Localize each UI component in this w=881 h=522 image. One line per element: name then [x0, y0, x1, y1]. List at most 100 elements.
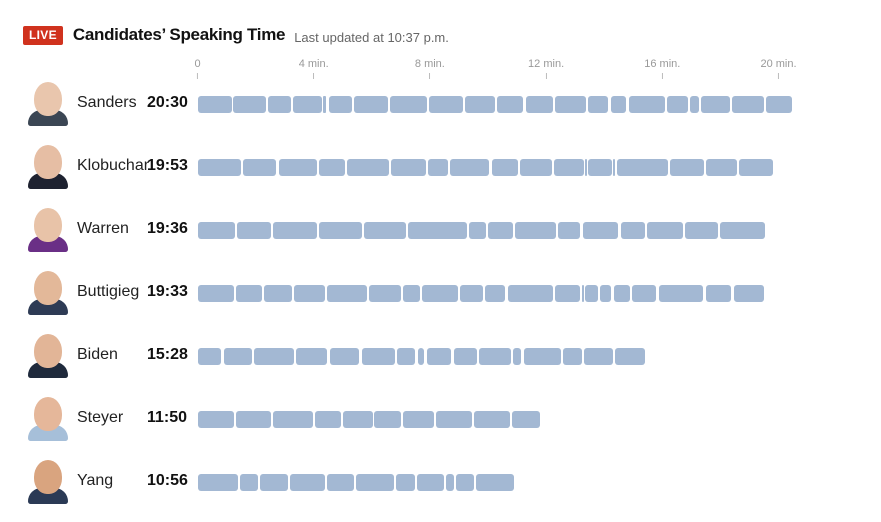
speaking-segment[interactable]	[395, 474, 416, 491]
speaking-segment[interactable]	[766, 96, 792, 113]
speaking-segment[interactable]	[585, 285, 599, 302]
speaking-segment[interactable]	[449, 159, 490, 176]
speaking-segment[interactable]	[243, 159, 276, 176]
speaking-segment[interactable]	[428, 159, 448, 176]
speaking-segment[interactable]	[555, 285, 581, 302]
speaking-segment[interactable]	[553, 159, 584, 176]
speaking-segment[interactable]	[361, 348, 396, 365]
speaking-segment[interactable]	[600, 285, 612, 302]
speaking-segment[interactable]	[426, 348, 452, 365]
speaking-segment[interactable]	[738, 159, 773, 176]
speaking-segment[interactable]	[582, 285, 585, 302]
speaking-segment[interactable]	[474, 411, 511, 428]
speaking-segment[interactable]	[720, 222, 766, 239]
speaking-segment[interactable]	[318, 159, 346, 176]
speaking-segment[interactable]	[492, 159, 518, 176]
speaking-segment[interactable]	[322, 96, 326, 113]
speaking-segment[interactable]	[515, 222, 556, 239]
speaking-segment[interactable]	[706, 285, 732, 302]
speaking-segment[interactable]	[632, 285, 656, 302]
speaking-segment[interactable]	[555, 96, 587, 113]
speaking-segment[interactable]	[293, 285, 326, 302]
speaking-segment[interactable]	[700, 96, 730, 113]
speaking-segment[interactable]	[314, 411, 341, 428]
speaking-segment[interactable]	[237, 222, 271, 239]
speaking-segment[interactable]	[354, 96, 389, 113]
speaking-segment[interactable]	[408, 222, 468, 239]
speaking-segment[interactable]	[402, 411, 434, 428]
speaking-segment[interactable]	[327, 285, 368, 302]
speaking-segment[interactable]	[512, 411, 540, 428]
speaking-segment[interactable]	[347, 159, 390, 176]
speaking-segment[interactable]	[587, 96, 608, 113]
speaking-segment[interactable]	[268, 96, 292, 113]
speaking-segment[interactable]	[497, 96, 523, 113]
speaking-segment[interactable]	[587, 159, 613, 176]
speaking-segment[interactable]	[659, 285, 703, 302]
speaking-segment[interactable]	[240, 474, 258, 491]
speaking-segment[interactable]	[734, 285, 765, 302]
speaking-segment[interactable]	[390, 159, 427, 176]
speaking-segment[interactable]	[369, 285, 401, 302]
speaking-segment[interactable]	[582, 222, 619, 239]
speaking-segment[interactable]	[488, 222, 514, 239]
speaking-segment[interactable]	[232, 96, 267, 113]
speaking-segment[interactable]	[610, 96, 626, 113]
speaking-segment[interactable]	[417, 474, 445, 491]
speaking-segment[interactable]	[524, 348, 562, 365]
speaking-segment[interactable]	[508, 285, 554, 302]
speaking-segment[interactable]	[616, 159, 669, 176]
speaking-segment[interactable]	[689, 96, 699, 113]
speaking-segment[interactable]	[476, 474, 515, 491]
speaking-segment[interactable]	[356, 474, 394, 491]
speaking-segment[interactable]	[478, 348, 511, 365]
speaking-segment[interactable]	[526, 96, 554, 113]
speaking-segment[interactable]	[293, 96, 322, 113]
speaking-segment[interactable]	[469, 222, 486, 239]
speaking-segment[interactable]	[628, 96, 665, 113]
speaking-segment[interactable]	[614, 285, 631, 302]
speaking-segment[interactable]	[390, 96, 427, 113]
speaking-segment[interactable]	[732, 96, 764, 113]
speaking-segment[interactable]	[512, 348, 522, 365]
speaking-segment[interactable]	[460, 285, 484, 302]
speaking-segment[interactable]	[422, 285, 459, 302]
speaking-segment[interactable]	[585, 159, 588, 176]
speaking-segment[interactable]	[621, 222, 646, 239]
speaking-segment[interactable]	[429, 96, 463, 113]
speaking-segment[interactable]	[198, 411, 235, 428]
speaking-segment[interactable]	[436, 411, 473, 428]
speaking-segment[interactable]	[612, 159, 615, 176]
speaking-segment[interactable]	[666, 96, 688, 113]
speaking-segment[interactable]	[485, 285, 506, 302]
speaking-segment[interactable]	[454, 348, 477, 365]
speaking-segment[interactable]	[198, 474, 239, 491]
speaking-segment[interactable]	[446, 474, 454, 491]
speaking-segment[interactable]	[374, 411, 401, 428]
speaking-segment[interactable]	[647, 222, 683, 239]
speaking-segment[interactable]	[519, 159, 552, 176]
speaking-segment[interactable]	[402, 285, 420, 302]
speaking-segment[interactable]	[328, 96, 353, 113]
speaking-segment[interactable]	[198, 222, 235, 239]
speaking-segment[interactable]	[264, 285, 292, 302]
speaking-segment[interactable]	[397, 348, 416, 365]
speaking-segment[interactable]	[706, 159, 737, 176]
speaking-segment[interactable]	[198, 159, 242, 176]
speaking-segment[interactable]	[562, 348, 583, 365]
speaking-segment[interactable]	[417, 348, 425, 365]
speaking-segment[interactable]	[273, 411, 314, 428]
speaking-segment[interactable]	[584, 348, 614, 365]
speaking-segment[interactable]	[273, 222, 318, 239]
speaking-segment[interactable]	[295, 348, 328, 365]
speaking-segment[interactable]	[198, 96, 233, 113]
speaking-segment[interactable]	[289, 474, 326, 491]
speaking-segment[interactable]	[223, 348, 253, 365]
speaking-segment[interactable]	[198, 348, 222, 365]
speaking-segment[interactable]	[343, 411, 373, 428]
speaking-segment[interactable]	[259, 474, 289, 491]
speaking-segment[interactable]	[254, 348, 294, 365]
speaking-segment[interactable]	[198, 285, 235, 302]
speaking-segment[interactable]	[236, 285, 262, 302]
speaking-segment[interactable]	[614, 348, 645, 365]
